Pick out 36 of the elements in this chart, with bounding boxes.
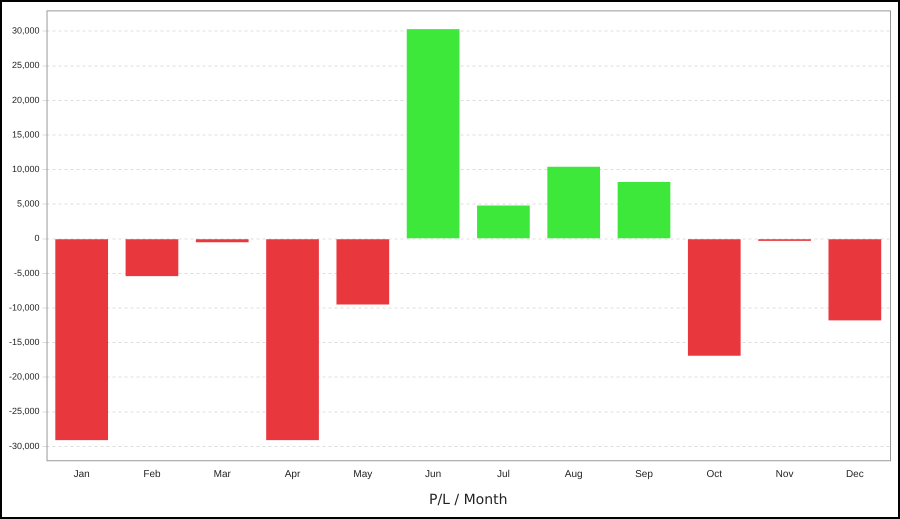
x-tick-label: Aug: [564, 468, 583, 480]
x-tick-label: Jan: [74, 468, 90, 480]
x-axis-title: P/L / Month: [429, 492, 508, 508]
y-tick-label: 15,000: [12, 129, 40, 140]
bar: [618, 182, 670, 238]
x-tick-label: Sep: [635, 468, 654, 480]
x-tick-label: Nov: [776, 468, 794, 480]
bar: [688, 239, 741, 356]
x-tick-label: May: [353, 468, 372, 480]
y-tick-label: -15,000: [8, 337, 40, 348]
bar: [266, 239, 319, 440]
y-tick-label: -10,000: [8, 302, 40, 312]
x-tick-label: Mar: [214, 468, 232, 480]
y-tick-label: 25,000: [12, 60, 40, 70]
bar: [828, 239, 882, 320]
y-tick-label: -20,000: [8, 372, 40, 382]
y-tick-label: 10,000: [12, 164, 40, 174]
bar: [406, 29, 460, 238]
x-tick-label: Oct: [706, 468, 722, 480]
y-tick-label: -25,000: [8, 406, 40, 416]
y-tick-label: -30,000: [8, 440, 40, 451]
y-tick-label: 5,000: [16, 198, 40, 209]
bar: [126, 239, 178, 276]
x-tick-label: Jul: [497, 468, 510, 480]
y-tick-label: 20,000: [12, 94, 40, 105]
y-tick-label: 0: [34, 233, 40, 244]
bar: [547, 166, 600, 238]
bar: [477, 206, 530, 238]
bar: [55, 239, 108, 440]
y-tick-label: -5,000: [14, 268, 40, 278]
x-tick-label: Apr: [284, 468, 301, 480]
y-tick-label: 30,000: [12, 26, 40, 36]
x-tick-label: Jun: [425, 468, 442, 480]
x-tick-label: Feb: [143, 468, 162, 480]
x-tick-label: Dec: [846, 468, 864, 480]
bar: [336, 239, 390, 304]
